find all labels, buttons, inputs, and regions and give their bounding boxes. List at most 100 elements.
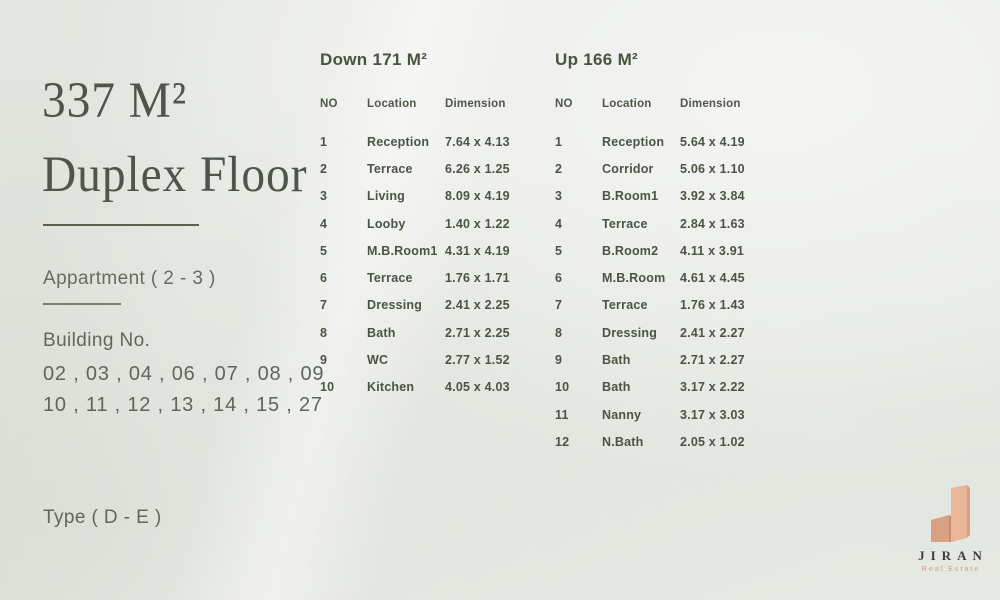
table-row: 2 Terrace 6.26 x 1.25	[320, 155, 545, 182]
table-row: 7 Dressing 2.41 x 2.25	[320, 292, 545, 319]
brand-name: JIRAN	[918, 548, 988, 563]
row-location: Terrace	[367, 161, 413, 176]
row-no: 9	[320, 353, 328, 368]
row-no: 8	[320, 325, 328, 340]
up-table-rows: 1 Reception 5.64 x 4.19 2 Corridor 5.06 x 1.1…	[555, 128, 780, 456]
row-dimension: 4.11 x 3.91	[680, 243, 745, 258]
row-dimension: 2.05 x 1.02	[680, 434, 745, 449]
table-row: 2 Corridor 5.06 x 1.10	[555, 155, 780, 182]
row-location: Kitchen	[367, 380, 415, 395]
table-row: 9 Bath 2.71 x 2.27	[555, 346, 780, 373]
row-dimension: 2.71 x 2.25	[445, 325, 510, 340]
row-location: Living	[367, 189, 406, 204]
table-row: 8 Bath 2.71 x 2.25	[320, 319, 545, 346]
row-location: N.Bath	[602, 434, 644, 449]
page-title-area: 337 M²	[42, 73, 187, 129]
table-row: 3 B.Room1 3.92 x 3.84	[555, 183, 780, 210]
row-no: 3	[555, 189, 563, 204]
down-table-header: NO Location Dimension	[320, 98, 545, 110]
row-location: Terrace	[367, 271, 413, 286]
row-dimension: 5.64 x 4.19	[680, 134, 745, 149]
brand-tagline: Real Estate	[921, 566, 981, 573]
row-location: Bath	[602, 380, 631, 395]
row-dimension: 3.92 x 3.84	[680, 189, 745, 204]
row-location: Corridor	[602, 161, 654, 176]
row-dimension: 2.77 x 1.52	[445, 353, 510, 368]
row-location: WC	[367, 353, 389, 368]
row-no: 4	[555, 216, 563, 231]
table-row: 6 Terrace 1.76 x 1.71	[320, 264, 545, 291]
row-no: 7	[555, 298, 563, 313]
column-header-no: NO	[555, 98, 573, 110]
up-table-title: Up 166 M²	[555, 50, 638, 69]
table-row: 9 WC 2.77 x 1.52	[320, 346, 545, 373]
table-row: 5 B.Room2 4.11 x 3.91	[555, 237, 780, 264]
table-row: 4 Looby 1.40 x 1.22	[320, 210, 545, 237]
row-no: 8	[555, 325, 563, 340]
down-table-title: Down 171 M²	[320, 50, 428, 69]
row-location: M.B.Room1	[367, 243, 438, 258]
row-location: B.Room2	[602, 243, 659, 258]
row-dimension: 2.84 x 1.63	[680, 216, 745, 231]
table-row: 5 M.B.Room1 4.31 x 4.19	[320, 237, 545, 264]
row-no: 3	[320, 189, 328, 204]
table-row: 11 Nanny 3.17 x 3.03	[555, 401, 780, 428]
row-dimension: 1.76 x 1.71	[445, 271, 510, 286]
row-no: 1	[320, 134, 328, 149]
apartment-label: Appartment ( 2 - 3 )	[43, 268, 216, 289]
row-location: Terrace	[602, 216, 648, 231]
row-location: Bath	[367, 325, 396, 340]
jiran-logo-icon	[931, 485, 970, 542]
row-dimension: 5.06 x 1.10	[680, 161, 745, 176]
row-no: 2	[320, 161, 328, 176]
table-row: 6 M.B.Room 4.61 x 4.45	[555, 264, 780, 291]
building-numbers-line2: 10 , 11 , 12 , 13 , 14 , 15 , 27	[43, 394, 323, 416]
row-location: Dressing	[367, 298, 423, 313]
table-row: 7 Terrace 1.76 x 1.43	[555, 292, 780, 319]
row-no: 4	[320, 216, 328, 231]
row-location: M.B.Room	[602, 271, 666, 286]
row-dimension: 1.40 x 1.22	[445, 216, 510, 231]
column-header-no: NO	[320, 98, 338, 110]
row-location: Reception	[367, 134, 430, 149]
down-floor-table: Down 171 M² NO Location Dimension 1 Recep…	[320, 50, 545, 401]
row-dimension: 7.64 x 4.13	[445, 134, 510, 149]
row-no: 5	[320, 243, 328, 258]
row-location: Looby	[367, 216, 406, 231]
row-no: 6	[320, 271, 328, 286]
apartment-underline-divider	[43, 303, 121, 305]
table-row: 12 N.Bath 2.05 x 1.02	[555, 428, 780, 455]
up-table-header: NO Location Dimension	[555, 98, 780, 110]
column-header-location: Location	[367, 98, 417, 110]
table-row: 1 Reception 7.64 x 4.13	[320, 128, 545, 155]
table-row: 8 Dressing 2.41 x 2.27	[555, 319, 780, 346]
up-floor-table: Up 166 M² NO Location Dimension 1 Recepti…	[555, 50, 780, 456]
row-location: Reception	[602, 134, 665, 149]
table-row: 4 Terrace 2.84 x 1.63	[555, 210, 780, 237]
row-dimension: 3.17 x 2.22	[680, 380, 745, 395]
row-dimension: 1.76 x 1.43	[680, 298, 745, 313]
row-dimension: 4.61 x 4.45	[680, 271, 745, 286]
type-label: Type ( D - E )	[43, 507, 162, 528]
row-no: 12	[555, 434, 570, 449]
table-row: 10 Bath 3.17 x 2.22	[555, 374, 780, 401]
row-dimension: 4.31 x 4.19	[445, 243, 510, 258]
row-location: B.Room1	[602, 189, 659, 204]
row-no: 9	[555, 353, 563, 368]
column-header-dimension: Dimension	[445, 98, 506, 110]
brand-logo: JIRAN Real Estate	[903, 484, 997, 573]
row-dimension: 2.41 x 2.27	[680, 325, 745, 340]
table-row: 3 Living 8.09 x 4.19	[320, 183, 545, 210]
row-no: 5	[555, 243, 563, 258]
row-no: 11	[555, 407, 569, 422]
row-dimension: 2.71 x 2.27	[680, 353, 745, 368]
row-no: 1	[555, 134, 563, 149]
row-no: 7	[320, 298, 328, 313]
table-row: 10 Kitchen 4.05 x 4.03	[320, 374, 545, 401]
row-dimension: 8.09 x 4.19	[445, 189, 510, 204]
title-underline-divider	[43, 224, 199, 226]
row-dimension: 6.26 x 1.25	[445, 161, 510, 176]
column-header-dimension: Dimension	[680, 98, 741, 110]
building-number-label: Building No.	[43, 330, 151, 351]
